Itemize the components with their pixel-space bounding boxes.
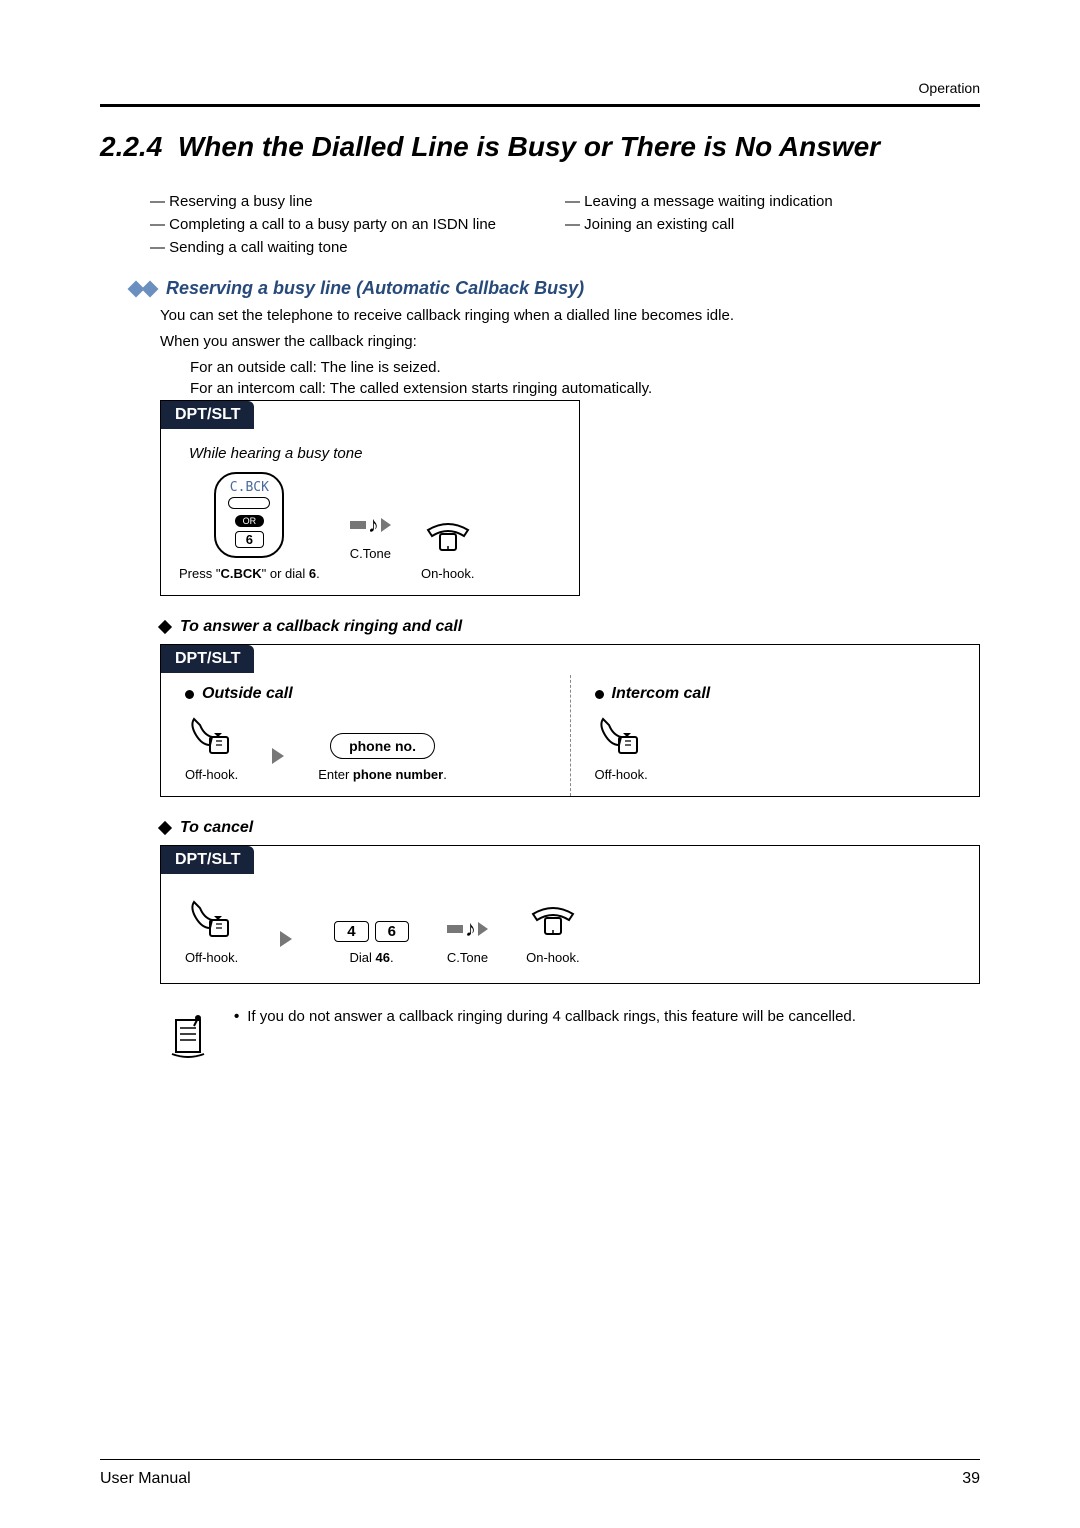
button-shape-icon	[228, 497, 270, 509]
procedure-caption: While hearing a busy tone	[189, 445, 561, 462]
footer-title: User Manual	[100, 1470, 191, 1488]
key-4: 4	[334, 921, 368, 942]
note-icon	[160, 1006, 216, 1062]
section-number: 2.2.4	[100, 131, 162, 162]
tone-icon: ♪	[350, 512, 391, 538]
section-title: When the Dialled Line is Busy or There i…	[178, 131, 880, 162]
dial-keys: 4 6	[334, 921, 409, 942]
subsub-title: To cancel	[180, 819, 253, 837]
key-6: 6	[375, 921, 409, 942]
step-label: Off-hook.	[185, 767, 238, 782]
device-tab: DPT/SLT	[161, 645, 254, 673]
step-ctone: ♪ C.Tone	[350, 512, 391, 561]
subheading-title: Reserving a busy line (Automatic Callbac…	[166, 278, 584, 299]
step-offhook: Off-hook.	[185, 715, 238, 782]
panel-intercom-call: Intercom call Off-hook.	[571, 675, 980, 796]
intro-subline: For an outside call: The line is seized.	[190, 357, 980, 379]
diamond-icon	[142, 280, 159, 297]
panel-title: Outside call	[202, 685, 293, 703]
step-dial46: 4 6 Dial 46.	[334, 921, 409, 965]
procedure-box-reserve: DPT/SLT While hearing a busy tone C.BCK …	[160, 400, 580, 596]
step-enter-number: phone no. Enter phone number.	[318, 733, 447, 782]
feature-links-col2: — Leaving a message waiting indication —…	[565, 191, 980, 260]
intro-line: You can set the telephone to receive cal…	[160, 305, 980, 327]
or-badge: OR	[235, 515, 265, 527]
step-ctone: ♪ C.Tone	[447, 916, 488, 965]
procedure-box-answer: DPT/SLT Outside call Off-hook.	[160, 644, 980, 797]
step-label: Off-hook.	[595, 767, 648, 782]
offhook-icon	[597, 715, 645, 759]
step-onhook: On-hook.	[526, 898, 579, 965]
cbck-button-icon: C.BCK OR 6	[214, 472, 284, 558]
step-label: Off-hook.	[185, 950, 238, 965]
onhook-icon	[424, 514, 472, 558]
step-label: Dial 46.	[350, 950, 394, 965]
cbck-label: C.BCK	[230, 480, 269, 495]
note-block: • If you do not answer a callback ringin…	[160, 1006, 980, 1062]
feature-links: — Reserving a busy line — Completing a c…	[150, 191, 980, 260]
diamond-icon	[158, 821, 172, 835]
onhook-icon	[529, 898, 577, 942]
tone-icon: ♪	[447, 916, 488, 942]
panel-title: Intercom call	[612, 685, 711, 703]
step-cbck-button: C.BCK OR 6 Press "C.BCK" or dial 6.	[179, 472, 320, 581]
bullet-icon	[185, 690, 194, 699]
link-item: — Joining an existing call	[565, 214, 980, 235]
ctone-label: C.Tone	[447, 950, 488, 965]
key-6: 6	[235, 531, 264, 548]
step-offhook: Off-hook.	[595, 715, 648, 782]
bullet-icon	[595, 690, 604, 699]
step-label: Enter phone number.	[318, 767, 447, 782]
page-header-category: Operation	[100, 80, 980, 96]
offhook-icon	[188, 715, 236, 759]
subsubheading-row: To cancel	[160, 819, 980, 837]
note-content: If you do not answer a callback ringing …	[247, 1006, 856, 1027]
subheading-row: Reserving a busy line (Automatic Callbac…	[130, 278, 980, 299]
procedure-box-cancel: DPT/SLT Off-hook. 4 6 Dial	[160, 845, 980, 984]
step-label: On-hook.	[526, 950, 579, 965]
intro-subline: For an intercom call: The called extensi…	[190, 378, 980, 400]
page-footer: User Manual 39	[100, 1459, 980, 1488]
feature-links-col1: — Reserving a busy line — Completing a c…	[150, 191, 565, 260]
ctone-label: C.Tone	[350, 546, 391, 561]
link-item: — Leaving a message waiting indication	[565, 191, 980, 212]
section-heading: 2.2.4 When the Dialled Line is Busy or T…	[100, 131, 980, 163]
link-item: — Completing a call to a busy party on a…	[150, 214, 565, 235]
panel-outside-call: Outside call Off-hook. phone no.	[161, 675, 571, 796]
subsub-title: To answer a callback ringing and call	[180, 618, 462, 636]
subsubheading-row: To answer a callback ringing and call	[160, 618, 980, 636]
phone-number-pill: phone no.	[330, 733, 435, 759]
device-tab: DPT/SLT	[161, 846, 254, 874]
note-text: • If you do not answer a callback ringin…	[234, 1006, 980, 1027]
step-label: Press "C.BCK" or dial 6.	[179, 566, 320, 581]
step-offhook: Off-hook.	[185, 898, 238, 965]
bullet: •	[234, 1006, 239, 1027]
section-divider	[100, 104, 980, 107]
intro-line: When you answer the callback ringing:	[160, 331, 980, 353]
arrow-right-icon	[272, 748, 284, 764]
diamond-icon-pair	[130, 283, 156, 295]
link-item: — Reserving a busy line	[150, 191, 565, 212]
step-onhook: On-hook.	[421, 514, 474, 581]
device-tab: DPT/SLT	[161, 401, 254, 429]
footer-page-number: 39	[962, 1470, 980, 1488]
link-item: — Sending a call waiting tone	[150, 237, 565, 258]
step-label: On-hook.	[421, 566, 474, 581]
diamond-icon	[158, 620, 172, 634]
arrow-right-icon	[280, 931, 292, 947]
offhook-icon	[188, 898, 236, 942]
